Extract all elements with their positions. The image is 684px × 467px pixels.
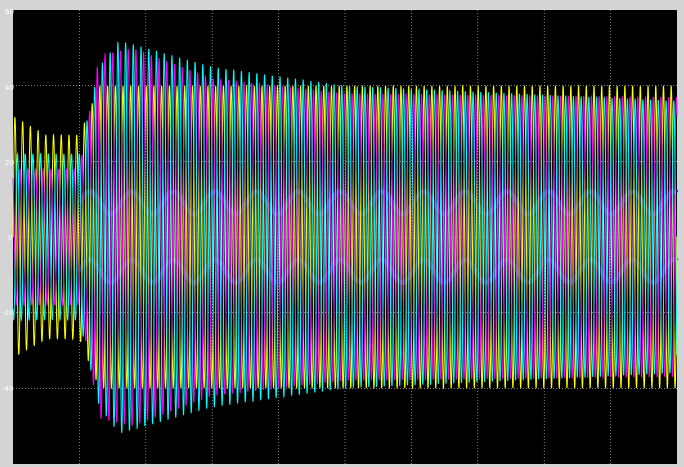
y-tick-labels: 60 40 20 0 -20 -40 <box>2 8 14 393</box>
y-tick-60: 60 <box>5 8 14 16</box>
series-layer <box>12 41 678 434</box>
y-tick-20: 20 <box>5 159 14 167</box>
y-tick-0: 0 <box>8 234 12 242</box>
y-tick-neg40: -40 <box>2 385 13 393</box>
series-line-1 <box>12 84 678 390</box>
y-tick-40: 40 <box>5 84 14 92</box>
series-line-2 <box>12 48 678 426</box>
y-tick-neg20: -20 <box>2 309 13 317</box>
series-line-3 <box>12 41 678 434</box>
